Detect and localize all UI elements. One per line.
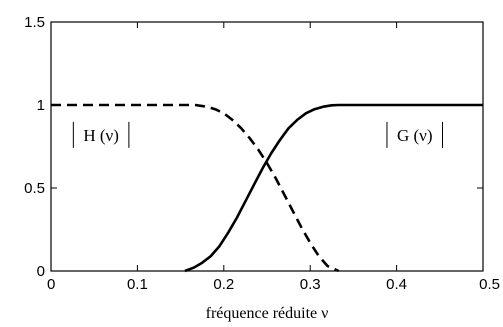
annotation-text-1: G (ν) xyxy=(397,126,433,145)
x-tick-label-3: 0.3 xyxy=(300,276,321,293)
annotation-text-0: H (ν) xyxy=(83,126,119,145)
x-tick-label-2: 0.2 xyxy=(213,276,234,293)
y-tick-label-3: 1.5 xyxy=(24,14,45,31)
annotation-layer: H (ν) G (ν) xyxy=(72,121,444,148)
x-axis-label: fréquence réduite ν xyxy=(206,305,329,322)
y-tick-label-1: 0.5 xyxy=(24,180,45,197)
annotation-0: H (ν) xyxy=(72,121,130,148)
y-tick-label-0: 0 xyxy=(37,263,45,280)
x-tick-label-4: 0.4 xyxy=(386,276,407,293)
series-layer xyxy=(51,103,483,273)
x-tick-label-0: 0 xyxy=(47,276,55,293)
series-line-1 xyxy=(184,103,483,273)
y-tick-label-2: 1 xyxy=(37,97,45,114)
x-tick-label-1: 0.1 xyxy=(127,276,148,293)
annotation-1: G (ν) xyxy=(386,121,444,148)
ticks xyxy=(50,21,484,272)
tick-labels: 0 0.1 0.2 0.3 0.4 0.5 0 0.5 1 1.5 xyxy=(24,14,500,293)
x-tick-label-5: 0.5 xyxy=(479,276,500,293)
series-line-0 xyxy=(51,103,340,273)
plot-area-frame xyxy=(50,21,484,272)
